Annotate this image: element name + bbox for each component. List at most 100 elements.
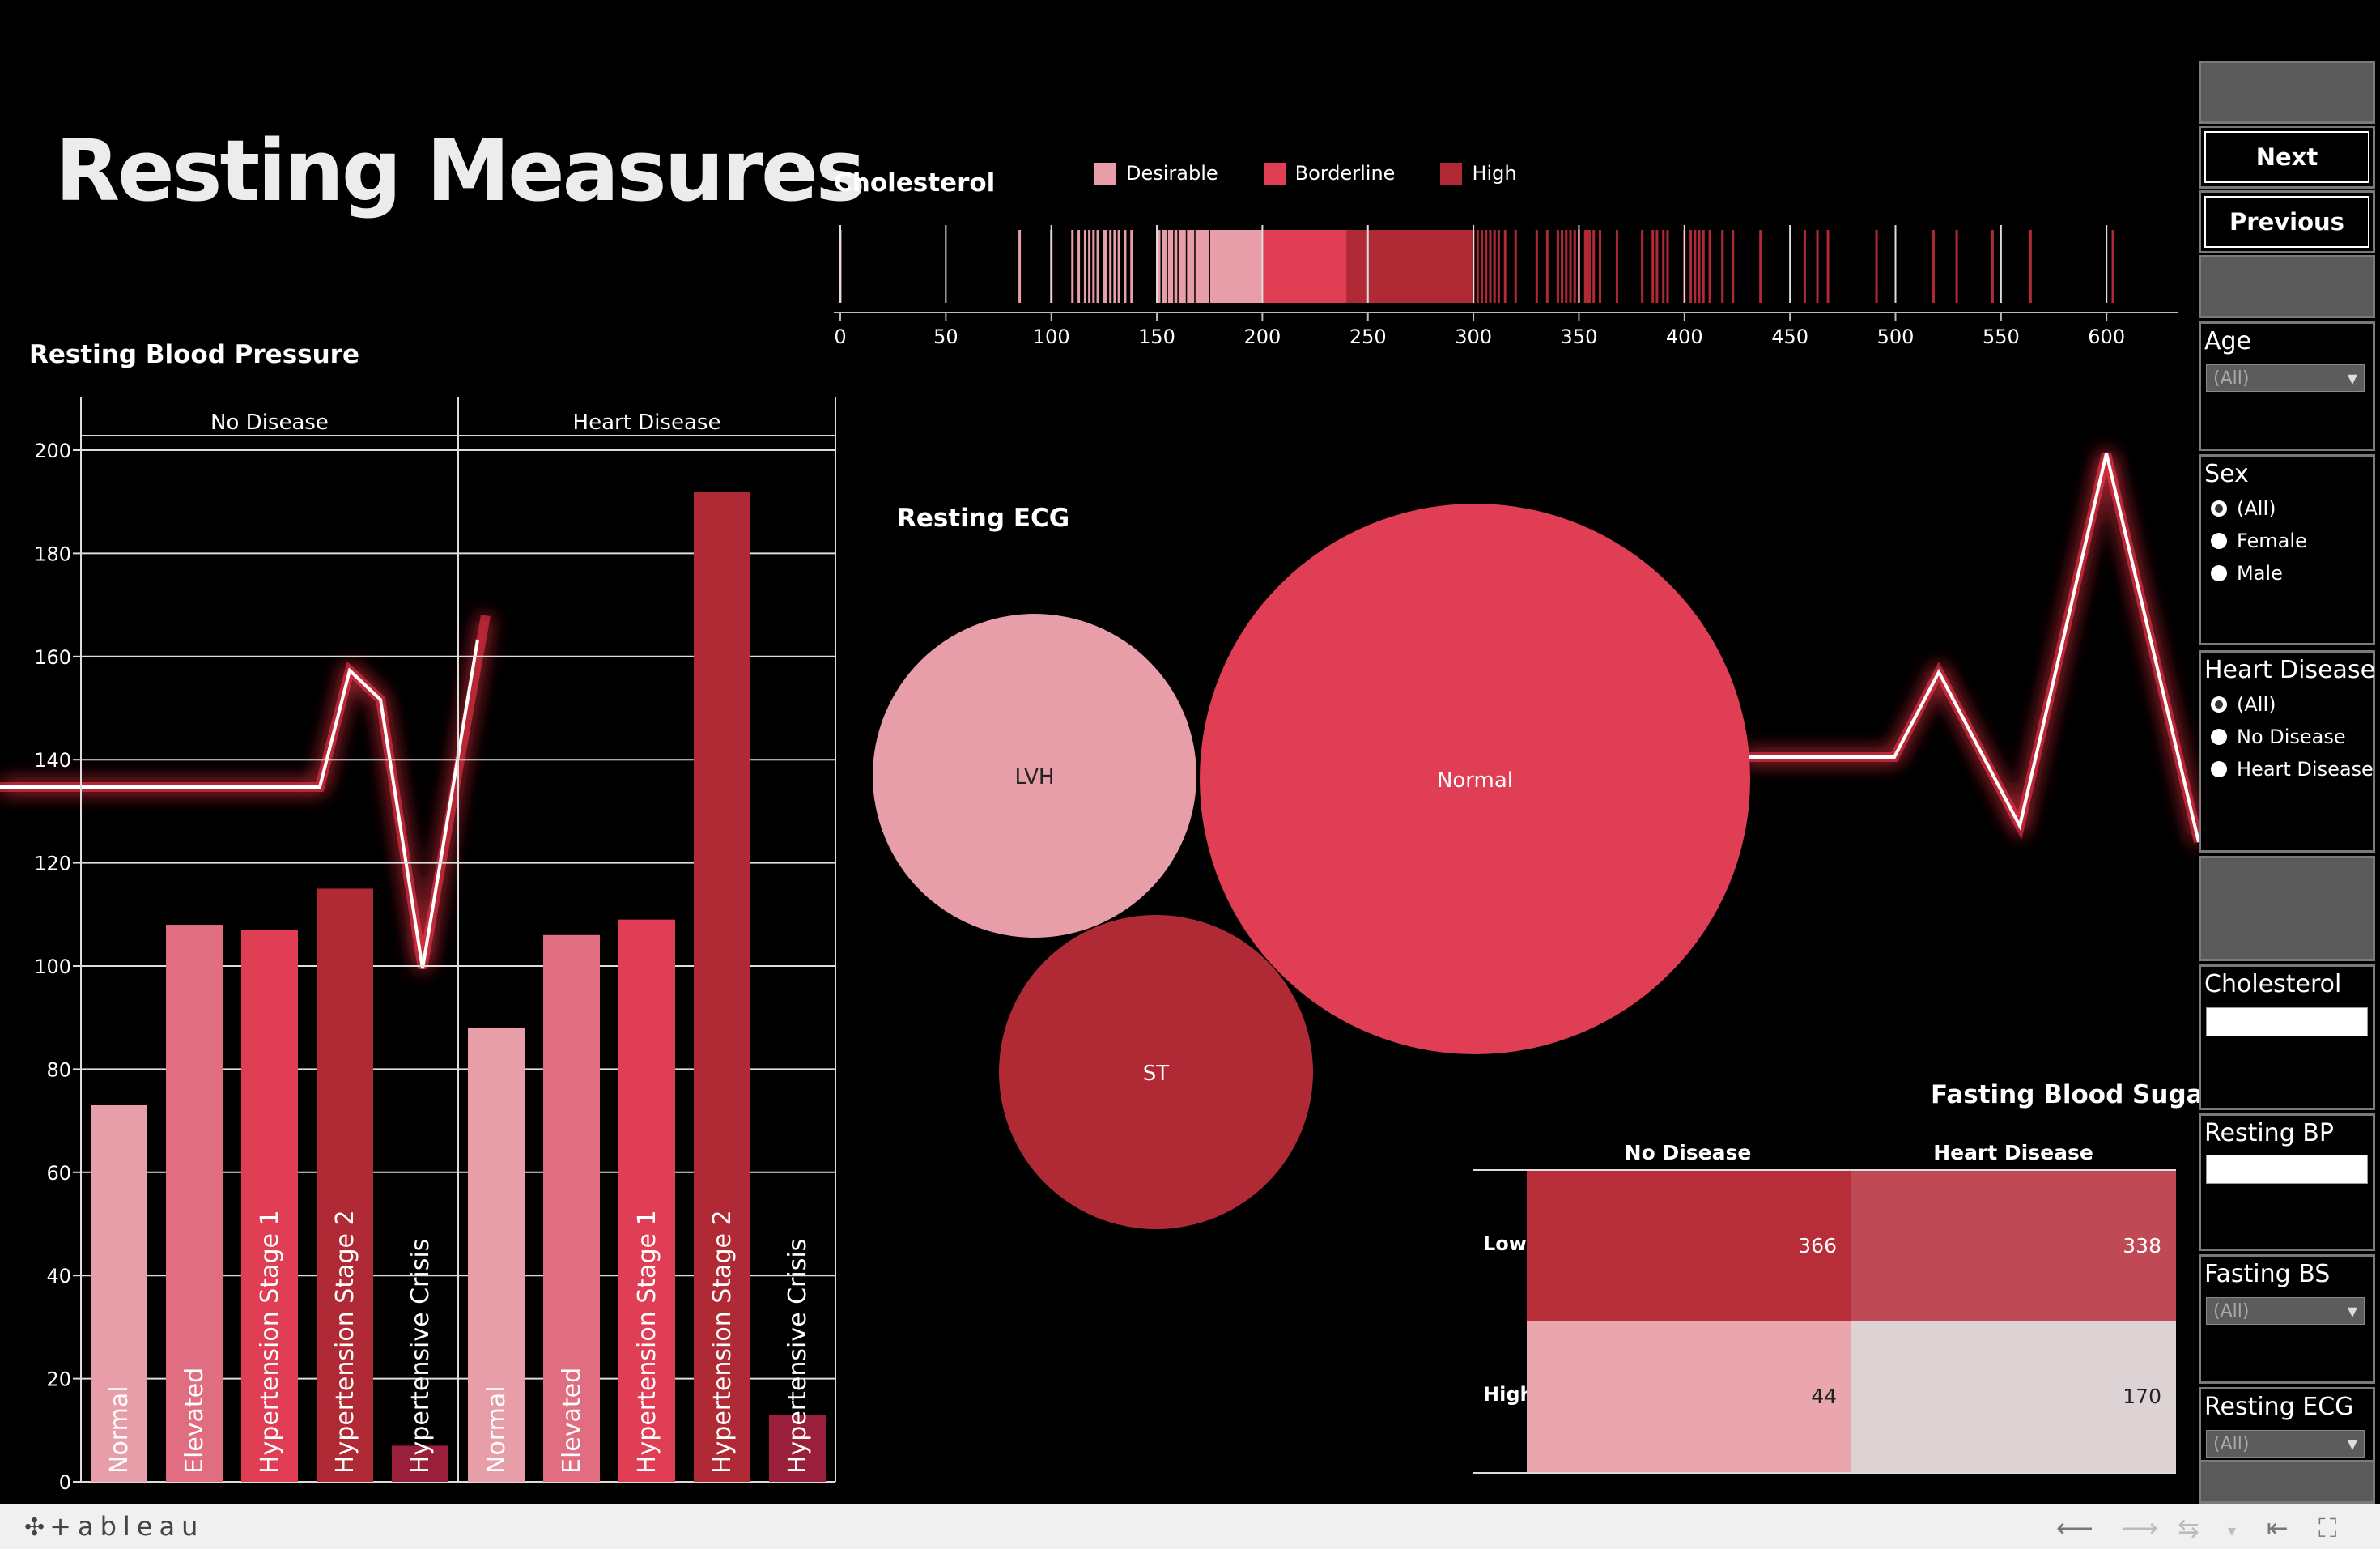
- bp-bar: [543, 934, 600, 1482]
- undo-icon[interactable]: ⟵: [2056, 1513, 2093, 1543]
- cholesterol-strip-chart: 0 50 100 150 200 250 300 350 400 450 500 550 600: [834, 225, 2178, 348]
- bp-y-tick-label: 160: [34, 646, 71, 669]
- dropdown-icon[interactable]: ▾: [2228, 1521, 2237, 1540]
- bp-y-tick-label: 200: [34, 440, 71, 462]
- ecg-bubble-chart: LVH Normal ST: [873, 504, 1750, 1229]
- bp-bar-label: Hypertensive Crisis: [784, 1239, 812, 1474]
- chevron-down-icon: ▼: [2347, 371, 2357, 386]
- next-button-label: Next: [2255, 143, 2318, 171]
- cholesterol-tick-label: 600: [2088, 326, 2125, 348]
- heartbeat-decoration: [0, 452, 2204, 970]
- tableau-logo-icon: ✣: [24, 1513, 45, 1542]
- cholesterol-tick-label: 200: [1243, 326, 1281, 348]
- sex-option-all[interactable]: (All): [2211, 497, 2276, 520]
- ecg-bubble-label: ST: [1143, 1062, 1170, 1086]
- bp-y-tick-label: 180: [34, 543, 71, 565]
- legend-swatch-borderline: [1263, 162, 1286, 185]
- cholesterol-input[interactable]: [2206, 1007, 2368, 1036]
- bp-bar-label: Normal: [482, 1385, 511, 1474]
- hd-option-no-disease-label: No Disease: [2237, 726, 2346, 748]
- bp-bar-chart: No Disease Heart Disease 0 20 40 60 80 100 120 14…: [34, 397, 836, 1490]
- age-filter: Age (All) ▼: [2199, 321, 2375, 451]
- fbs-row-high: High: [1483, 1383, 1534, 1406]
- hd-option-heart-disease-label: Heart Disease: [2237, 758, 2374, 781]
- previous-button[interactable]: Previous: [2199, 190, 2375, 253]
- bp-panel-header: No Disease: [210, 411, 329, 435]
- bp-bar-label: Hypertension Stage 1: [256, 1210, 284, 1474]
- cholesterol-tick-label: 350: [1561, 326, 1598, 348]
- fbs-bottom-rule: [1473, 1472, 2176, 1474]
- sex-option-all-label: (All): [2237, 497, 2276, 520]
- radio-checked-icon: [2211, 500, 2227, 517]
- legend-swatch-high: [1440, 162, 1463, 185]
- bp-y-tick-label: 80: [46, 1058, 71, 1081]
- legend-item-desirable: Desirable: [1094, 162, 1218, 185]
- resting-bp-input[interactable]: [2206, 1155, 2368, 1184]
- panel-spacer-bottom: [2199, 1460, 2375, 1504]
- bp-bar: [166, 925, 223, 1482]
- next-button[interactable]: Next: [2199, 126, 2375, 189]
- age-select[interactable]: (All) ▼: [2206, 364, 2365, 392]
- resting-ecg-filter-label: Resting ECG: [2204, 1393, 2354, 1421]
- bp-bar: [468, 1028, 525, 1482]
- tableau-logo-text: +ableau: [49, 1511, 205, 1542]
- fasting-bs-select[interactable]: (All) ▼: [2206, 1297, 2365, 1325]
- cholesterol-tick-label: 500: [1877, 326, 1915, 348]
- bp-bar: [618, 919, 675, 1482]
- fbs-table: No Disease Heart Disease Low High 366 33…: [1473, 1134, 2178, 1474]
- sex-option-female[interactable]: Female: [2211, 530, 2307, 552]
- cholesterol-tick-label: 450: [1771, 326, 1808, 348]
- legend-label-high: High: [1472, 162, 1517, 185]
- radio-icon: [2211, 565, 2227, 581]
- redo-icon[interactable]: ⟶: [2121, 1513, 2158, 1543]
- bp-bar-label: Hypertension Stage 1: [633, 1210, 661, 1474]
- fullscreen-icon[interactable]: ⛶: [2318, 1513, 2337, 1543]
- cholesterol-tick-label: 50: [933, 326, 958, 348]
- legend-item-borderline: Borderline: [1263, 162, 1396, 185]
- cholesterol-tick-label: 250: [1349, 326, 1387, 348]
- bp-y-tick-label: 20: [46, 1368, 71, 1391]
- cholesterol-legend: Desirable Borderline High: [1094, 162, 1517, 185]
- ecg-title: Resting ECG: [897, 504, 1070, 533]
- bp-bar: [241, 930, 298, 1482]
- chevron-down-icon: ▼: [2347, 1436, 2357, 1452]
- bp-bar: [769, 1415, 826, 1482]
- radio-icon: [2211, 761, 2227, 777]
- resting-ecg-select[interactable]: (All) ▼: [2206, 1430, 2365, 1458]
- hd-option-no-disease[interactable]: No Disease: [2211, 726, 2346, 748]
- resting-ecg-select-value: (All): [2213, 1434, 2250, 1454]
- radio-icon: [2211, 729, 2227, 745]
- fbs-cell-high-heart-disease: 170: [1851, 1321, 2176, 1472]
- legend-item-high: High: [1440, 162, 1517, 185]
- ecg-bubble-st: [999, 915, 1313, 1229]
- bp-bar-label: Normal: [105, 1385, 134, 1474]
- legend-label-borderline: Borderline: [1294, 162, 1396, 185]
- cholesterol-tick-label: 100: [1033, 326, 1070, 348]
- first-icon[interactable]: ⇤: [2267, 1513, 2289, 1543]
- legend-label-desirable: Desirable: [1126, 162, 1218, 185]
- bp-y-tick-label: 140: [34, 749, 71, 772]
- ecg-bubble-label: Normal: [1437, 768, 1513, 793]
- cholesterol-band-borderline: [1262, 230, 1347, 303]
- heart-disease-filter: Heart Disease (All) No Disease Heart Dis…: [2199, 650, 2375, 853]
- revert-icon[interactable]: ⇆: [2178, 1513, 2199, 1543]
- sex-option-male[interactable]: Male: [2211, 562, 2283, 585]
- hd-option-heart-disease[interactable]: Heart Disease: [2211, 758, 2374, 781]
- fbs-cell-low-no-disease: 366: [1527, 1171, 1851, 1321]
- fasting-bs-filter: Fasting BS (All) ▼: [2199, 1254, 2375, 1384]
- age-select-value: (All): [2213, 368, 2250, 389]
- filter-panel: Next Previous Age (All) ▼ Sex (All) Fema…: [2199, 61, 2380, 1517]
- previous-button-label: Previous: [2229, 208, 2344, 236]
- radio-icon: [2211, 533, 2227, 549]
- tableau-logo[interactable]: ✣ +ableau: [24, 1511, 204, 1542]
- bp-y-tick-label: 100: [34, 955, 71, 978]
- chevron-down-icon: ▼: [2347, 1304, 2357, 1319]
- sex-option-male-label: Male: [2237, 562, 2283, 585]
- fbs-col-no-disease: No Disease: [1624, 1141, 1752, 1164]
- cholesterol-tick-label: 300: [1455, 326, 1492, 348]
- heart-disease-filter-label: Heart Disease: [2204, 656, 2376, 684]
- cholesterol-tick-label: 400: [1666, 326, 1703, 348]
- hd-option-all[interactable]: (All): [2211, 693, 2276, 716]
- age-filter-label: Age: [2204, 327, 2252, 355]
- sex-filter: Sex (All) Female Male: [2199, 454, 2375, 645]
